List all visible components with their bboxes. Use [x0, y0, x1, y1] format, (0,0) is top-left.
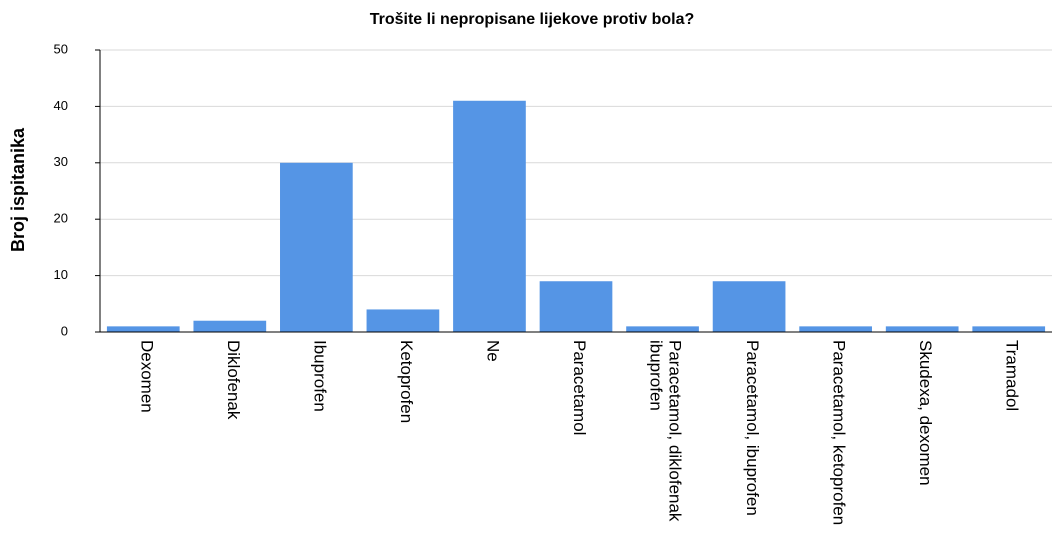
bar	[972, 326, 1046, 332]
bar	[626, 326, 699, 332]
y-tick-label: 40	[54, 98, 68, 113]
bar	[366, 309, 440, 332]
bar	[885, 326, 959, 332]
bar	[193, 320, 267, 332]
x-tick-label: Paracetamol, diklofenakibuprofen	[647, 340, 685, 522]
x-tick-label: Dexomen	[137, 340, 156, 413]
bar	[799, 326, 872, 332]
y-tick-label: 20	[54, 211, 68, 226]
x-tick-label: Ketoprofen	[397, 340, 416, 423]
x-tick-label: Tramadol	[1003, 340, 1022, 411]
x-tick-label: Ibuprofen	[310, 340, 329, 412]
y-tick-label: 0	[61, 323, 68, 338]
bar	[712, 281, 786, 332]
chart-title: Trošite li nepropisane lijekove protiv b…	[370, 11, 695, 28]
x-tick-label: Ne	[483, 340, 502, 362]
y-tick-label: 10	[54, 267, 68, 282]
x-tick-label: Skudexa, dexomen	[916, 340, 935, 486]
y-axis-label: Broj ispitanika	[8, 127, 28, 252]
bar	[453, 100, 526, 332]
x-tick-label: Paracetamol, ibuprofen	[743, 340, 762, 516]
y-tick-label: 50	[54, 41, 68, 56]
x-tick-label: Diklofenak	[224, 340, 243, 420]
x-tick-label: Paracetamol	[570, 340, 589, 435]
bar	[280, 162, 353, 332]
y-tick-label: 30	[54, 154, 68, 169]
bar	[106, 326, 180, 332]
bar	[539, 281, 613, 332]
x-tick-label: Paracetamol, ketoprofen	[830, 340, 849, 525]
